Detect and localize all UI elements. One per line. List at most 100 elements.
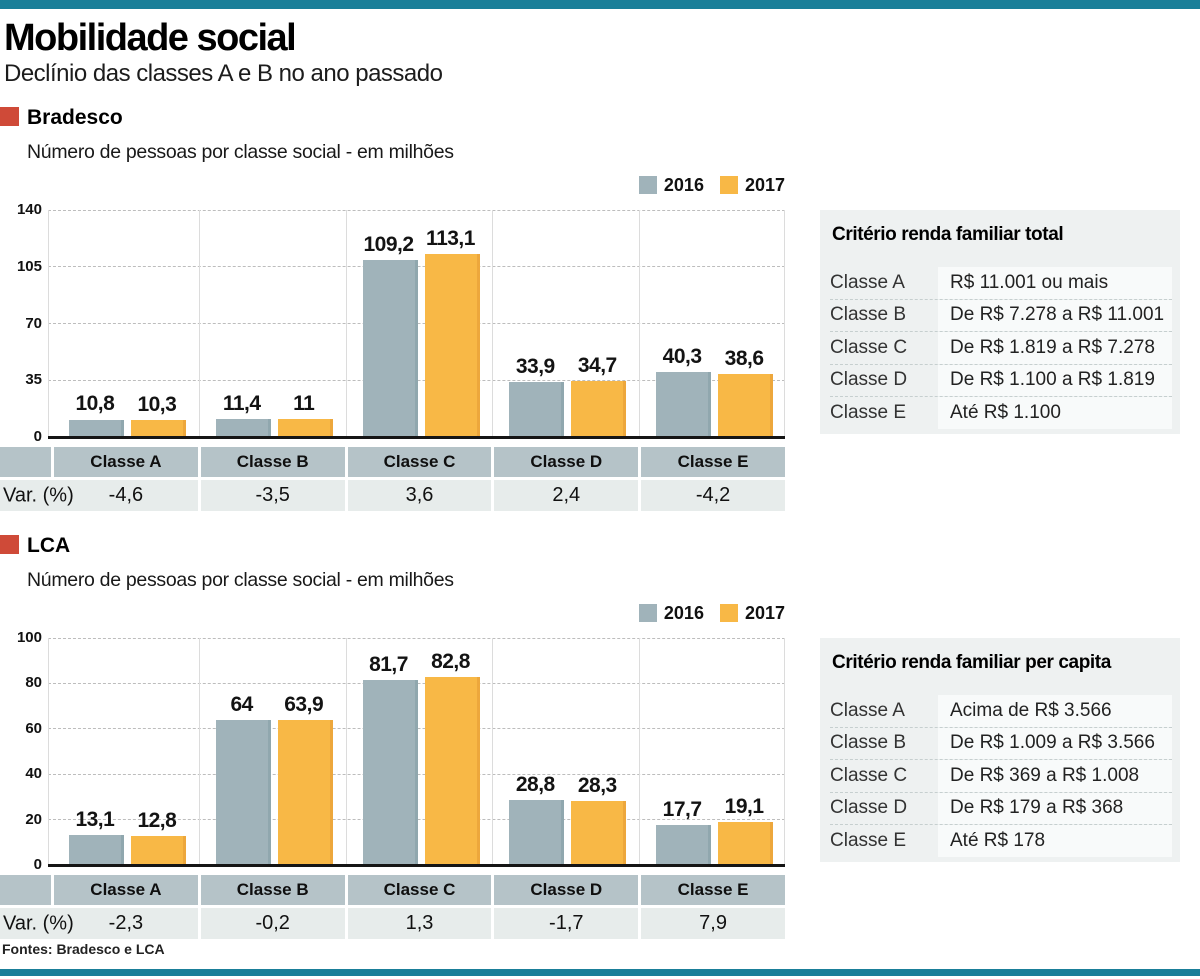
criteria-row-value: De R$ 369 a R$ 1.008 [938,760,1172,792]
bar-2017-classe-d [571,800,627,865]
legend-swatch-2016 [638,176,657,194]
y-axis-tick-label: 20 [25,810,42,828]
bar-value-label: 17,7 [662,797,702,821]
criteria-table-row: Classe C De R$ 1.819 a R$ 7.278 [830,332,1172,365]
bar-2017-classe-c [424,677,480,865]
legend-label: 2016 [663,174,704,195]
y-axis-tick-label: 40 [25,765,42,783]
bar-value-label: 109,2 [363,232,414,256]
chart-subtitle: Número de pessoas por classe social - em… [27,141,454,163]
sources-note: Fontes: Bradesco e LCA [2,941,165,957]
bar-2016-classe-c [362,679,418,865]
top-accent-bar [0,0,1200,9]
criteria-row-label: Classe B [830,732,907,754]
variation-value: 1,3 [347,908,492,939]
criteria-table-row: Classe E Até R$ 1.100 [830,397,1172,429]
y-axis-tick-label: 0 [33,428,42,445]
bar-value-label: 40,3 [662,344,702,368]
criteria-table-rows: Classe A R$ 11.001 ou mais Classe B De R$ 7… [820,267,1180,429]
bar-value-label: 38,6 [724,347,764,371]
criteria-table-lca: Critério renda familiar per capita Class… [820,638,1180,862]
criteria-table-row: Classe B De R$ 1.009 a R$ 3.566 [830,727,1172,760]
bar-2016-classe-b [215,418,271,437]
group-separator-line [48,210,49,437]
bar-2016-classe-b [215,719,271,865]
bar-value-label: 82,8 [431,650,470,674]
bar-value-label: 64 [230,692,254,716]
grid-line [48,637,785,639]
criteria-table-title: Critério renda familiar per capita [832,652,1111,673]
legend-item-2016: 2016 [638,602,704,624]
class-header-cell: Classe E [641,447,785,477]
criteria-row-label: Classe B [830,304,907,326]
criteria-table-row: Classe E Até R$ 178 [830,825,1172,857]
y-axis-tick-label: 80 [25,674,42,692]
criteria-table-row: Classe C De R$ 369 a R$ 1.008 [830,760,1172,793]
variation-value: 3,6 [347,480,492,511]
criteria-table-row: Classe B De R$ 7.278 a R$ 11.001 [830,299,1172,332]
bar-value-label: 113,1 [426,226,475,250]
variation-row-label: Var. (%) [3,484,74,506]
bar-2017-classe-c [424,253,480,437]
group-separator-line [345,638,347,865]
criteria-table-row: Classe D De R$ 179 a R$ 368 [830,792,1172,825]
variation-row: Var. (%) -2,3 -0,2 1,3 -1,7 7,9 [0,908,785,939]
x-axis-baseline [48,436,785,439]
bar-value-label: 12,8 [137,808,177,832]
grid-line [48,209,785,211]
criteria-row-label: Classe A [830,271,905,293]
bar-2017-classe-d [571,380,627,437]
bar-value-label: 13,1 [75,808,115,832]
group-separator-line [198,210,200,437]
bar-chart-bradesco: 0 35 70 105 140 10,8 10,3 11,4 11 109,2 113,1 33,9 3… [17,201,785,445]
x-axis-baseline [48,864,785,867]
variation-value: -2,3 [108,912,144,934]
bar-value-label: 63,9 [284,692,324,716]
legend-label: 2016 [663,602,704,623]
group-separator-line [48,638,49,865]
page-title: Mobilidade social [4,17,297,59]
section-lca: LCA Número de pessoas por classe social … [0,534,1200,946]
criteria-row-label: Classe C [830,336,908,358]
legend-item-2017: 2017 [719,602,785,624]
variation-value: -4,6 [108,484,144,506]
variation-value: -0,2 [200,908,345,939]
y-axis-tick-label: 140 [16,201,42,218]
criteria-row-value: De R$ 1.100 a R$ 1.819 [938,364,1172,396]
criteria-table-rows: Classe A Acima de R$ 3.566 Classe B De R$ 1… [820,695,1180,857]
chart-legend: 2016 2017 [48,603,785,623]
criteria-row-value: De R$ 7.278 a R$ 11.001 [938,299,1172,331]
y-axis-tick-label: 105 [16,257,42,275]
section-marker-square [0,107,19,126]
bar-value-label: 28,8 [515,772,555,796]
bottom-accent-bar [0,969,1200,976]
bar-value-label: 10,3 [137,393,177,417]
group-separator-line [492,210,494,437]
bar-value-label: 10,8 [75,392,115,416]
legend-label: 2017 [744,602,785,623]
y-axis-tick-label: 60 [25,719,42,737]
group-separator-line [345,210,347,437]
y-axis-tick-label: 70 [25,314,42,332]
legend-swatch-2017 [719,604,738,622]
class-header-cell: Classe A [54,875,198,905]
class-header-row: Classe A Classe B Classe C Classe D Classe E [0,875,785,905]
criteria-row-value: De R$ 1.009 a R$ 3.566 [938,727,1172,759]
group-separator-line [492,638,494,865]
criteria-table-row: Classe D De R$ 1.100 a R$ 1.819 [830,364,1172,397]
bar-2016-classe-e [656,824,712,865]
legend-swatch-2016 [638,604,657,622]
bar-2017-classe-b [277,719,333,865]
section-title: LCA [27,534,71,557]
legend-item-2016: 2016 [638,174,704,196]
class-header-cell: Classe D [494,875,639,905]
variation-value: -4,2 [641,480,785,511]
chart-legend: 2016 2017 [48,175,785,195]
bar-2016-classe-c [362,259,418,437]
bar-2017-classe-e [718,374,774,437]
class-header-cell: Classe B [200,447,345,477]
section-marker-square [0,535,19,554]
bar-2017-classe-b [277,419,333,437]
bar-2016-classe-a [68,419,124,437]
